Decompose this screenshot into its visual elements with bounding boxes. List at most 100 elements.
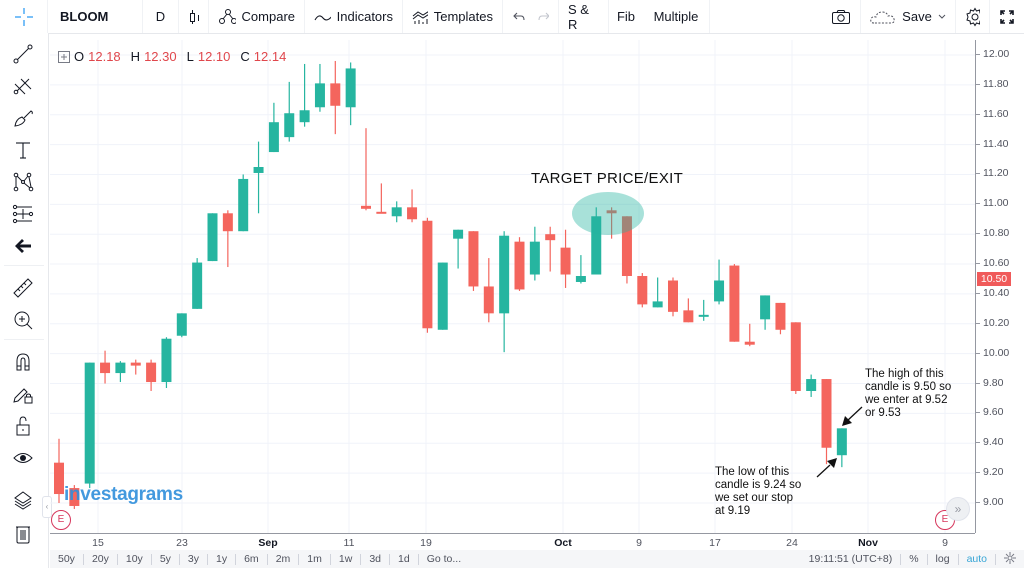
lock-drawings-tool[interactable] <box>10 381 36 407</box>
time-axis[interactable]: 15 23 Sep 11 19 Oct 9 17 24 Nov 9 <box>50 533 975 550</box>
compare-icon <box>219 8 236 24</box>
entry-note-line: The high of this <box>865 368 944 380</box>
crosshair-button[interactable] <box>0 0 48 33</box>
toolbar-divider <box>4 339 44 340</box>
range-button[interactable]: 5y <box>152 553 180 565</box>
candle <box>407 189 418 223</box>
price-tick-label: 10.60 <box>975 257 1010 270</box>
text-tool[interactable] <box>10 137 36 163</box>
fullscreen-button[interactable] <box>990 0 1024 33</box>
range-button[interactable]: 3d <box>361 553 390 565</box>
collapse-toolbar-handle[interactable]: ‹ <box>42 496 52 518</box>
measure-tool[interactable] <box>10 275 36 301</box>
fib-button[interactable]: Fib <box>609 0 643 33</box>
compare-label: Compare <box>241 9 295 24</box>
range-button[interactable]: 1w <box>331 553 362 565</box>
stop-arrow-icon <box>816 458 837 478</box>
pitchfork-icon <box>13 78 32 95</box>
candle <box>652 277 663 308</box>
brush-tool[interactable] <box>10 105 36 131</box>
text-icon <box>16 142 30 159</box>
candle <box>422 217 433 333</box>
eye-icon <box>13 453 33 463</box>
range-button[interactable]: 10y <box>118 553 152 565</box>
entry-note: The high of this candle is 9.50 so we en… <box>865 368 951 420</box>
candle <box>514 237 525 291</box>
candle <box>130 359 141 375</box>
auto-scale-toggle[interactable]: auto <box>959 553 996 565</box>
candle <box>115 361 126 383</box>
settings-button[interactable] <box>956 0 990 33</box>
candle <box>606 207 617 239</box>
sr-button[interactable]: S & R <box>559 0 609 33</box>
multiple-button[interactable]: Multiple <box>643 0 710 33</box>
expand-legend-icon[interactable] <box>58 50 70 63</box>
range-button[interactable]: 20y <box>84 553 118 565</box>
candle <box>483 258 494 323</box>
hide-toolbar-button[interactable] <box>10 233 36 259</box>
range-button[interactable]: 3y <box>180 553 208 565</box>
save-button[interactable]: Save <box>861 0 956 33</box>
price-tick-label: 11.00 <box>976 197 1009 210</box>
candle <box>468 231 479 291</box>
candle <box>714 259 725 305</box>
candle <box>69 485 80 509</box>
candlestick-chart <box>50 40 975 533</box>
pattern-tool[interactable] <box>10 169 36 195</box>
candle <box>437 262 448 330</box>
price-tick-label: 9.40 <box>975 436 1004 449</box>
event-badge[interactable]: E <box>51 510 71 530</box>
chart-type-button[interactable] <box>179 0 209 33</box>
scroll-to-realtime-button[interactable]: » <box>946 497 970 521</box>
range-button[interactable]: 2m <box>268 553 300 565</box>
time-tick-label: Sep <box>258 537 278 549</box>
trend-line-tool[interactable] <box>10 41 36 67</box>
candle <box>146 359 157 391</box>
chart-pane[interactable] <box>50 40 975 533</box>
templates-button[interactable]: Templates <box>403 0 503 33</box>
range-button[interactable]: 1d <box>390 553 419 565</box>
entry-note-line: we enter at 9.52 <box>865 394 948 406</box>
range-button[interactable]: Go to... <box>426 552 462 565</box>
candles-icon <box>190 9 199 24</box>
target-price-annotation: TARGET PRICE/EXIT <box>531 170 684 187</box>
candle <box>591 207 602 275</box>
high-value: 12.30 <box>144 49 177 64</box>
price-tick-label: 9.20 <box>975 466 1004 479</box>
time-tick-label: Oct <box>554 537 572 549</box>
candle <box>238 174 249 232</box>
symbol-label: BLOOM <box>60 9 109 24</box>
close-value: 12.14 <box>253 49 287 64</box>
zoom-tool[interactable] <box>10 307 36 333</box>
snapshot-button[interactable] <box>821 0 861 33</box>
stop-note: The low of this candle is 9.24 so we set… <box>715 466 801 518</box>
redo-icon[interactable] <box>537 11 550 23</box>
pitchfork-tool[interactable] <box>10 73 36 99</box>
candle <box>821 379 832 465</box>
compare-button[interactable]: Compare <box>209 0 305 33</box>
range-button[interactable]: 6m <box>236 553 268 565</box>
symbol-search[interactable]: BLOOM <box>48 0 143 33</box>
price-axis[interactable]: 12.00 11.80 11.60 11.40 11.20 11.00 10.80 10.60… <box>975 40 1024 533</box>
candle <box>345 62 356 126</box>
pencil-lock-icon <box>13 388 33 404</box>
remove-drawings-tool[interactable] <box>10 521 36 547</box>
lock-tool[interactable] <box>10 413 36 439</box>
target-highlight-ellipse <box>572 192 644 235</box>
candle <box>222 210 233 268</box>
axis-settings-button[interactable] <box>996 551 1024 567</box>
range-button[interactable]: 1y <box>208 553 237 565</box>
stop-note-line: candle is 9.24 so <box>715 479 802 491</box>
indicators-button[interactable]: Indicators <box>305 0 403 33</box>
range-button[interactable]: 50y <box>50 553 84 565</box>
magnet-tool[interactable] <box>10 349 36 375</box>
log-toggle[interactable]: log <box>928 553 959 565</box>
undo-icon[interactable] <box>512 11 525 23</box>
fib-tool[interactable] <box>10 201 36 227</box>
range-button[interactable]: 1m <box>299 553 331 565</box>
percent-toggle[interactable]: % <box>901 553 928 565</box>
visibility-tool[interactable] <box>10 445 36 471</box>
object-tree-tool[interactable] <box>10 487 36 513</box>
candle <box>806 374 817 397</box>
interval-button[interactable]: D <box>143 0 179 33</box>
